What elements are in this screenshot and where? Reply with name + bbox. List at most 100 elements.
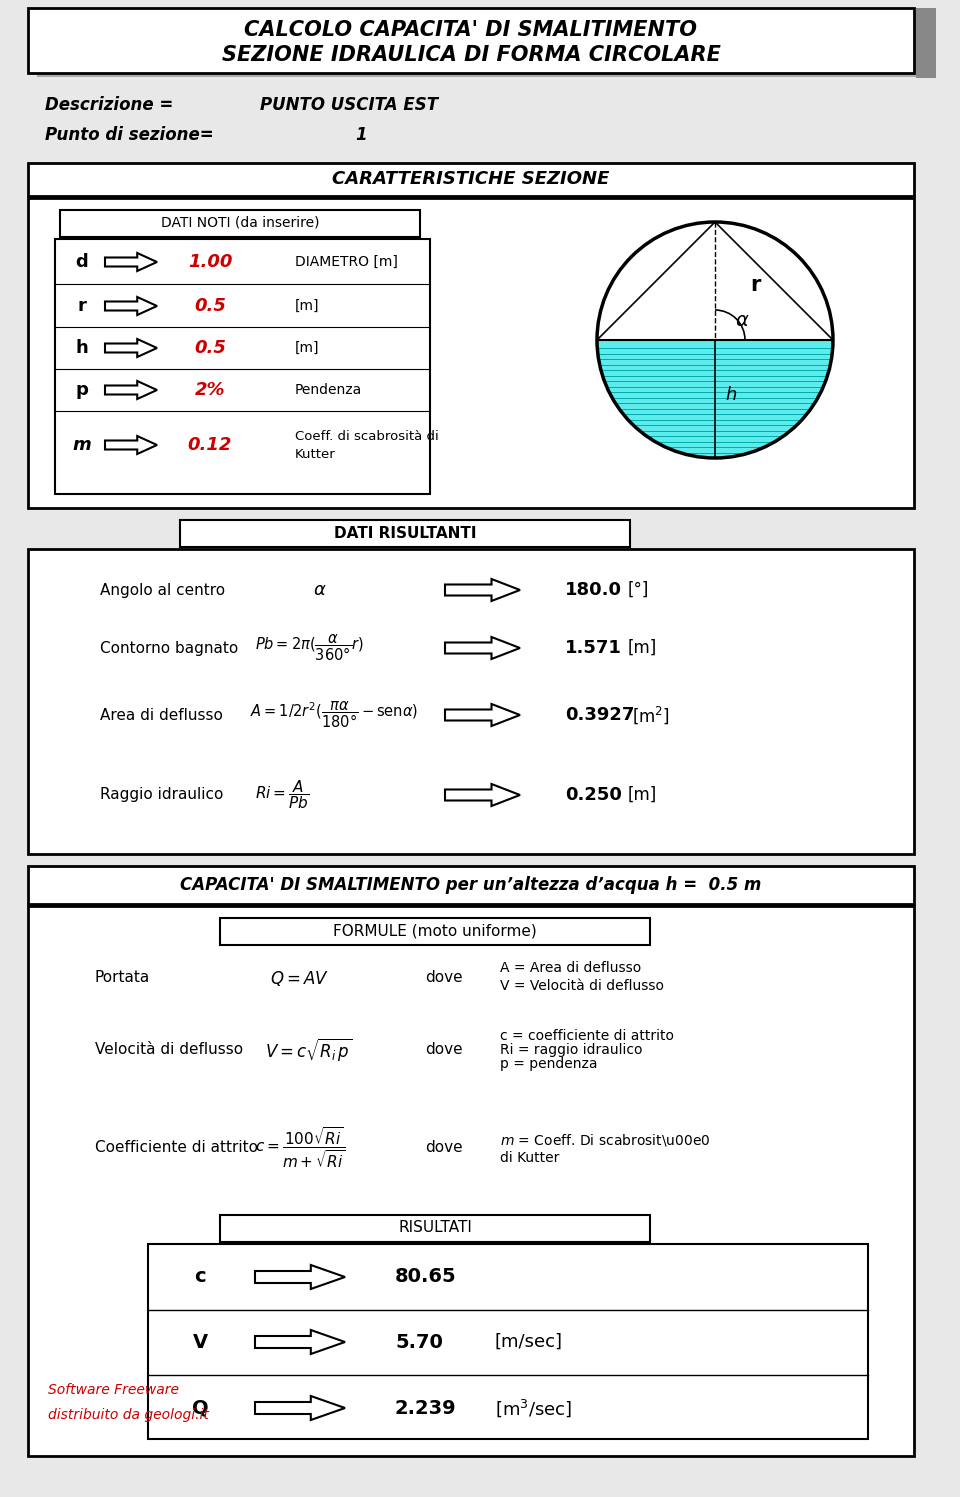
Text: [m]: [m] xyxy=(295,299,320,313)
Text: SEZIONE IDRAULICA DI FORMA CIRCOLARE: SEZIONE IDRAULICA DI FORMA CIRCOLARE xyxy=(222,45,720,64)
Text: dove: dove xyxy=(425,1042,463,1057)
Text: 1: 1 xyxy=(355,126,367,144)
Text: $A = 1/2r^2(\dfrac{\pi\alpha}{180\degree}-\mathrm{sen}\alpha)$: $A = 1/2r^2(\dfrac{\pi\alpha}{180\degree… xyxy=(250,699,419,731)
Text: 1.571: 1.571 xyxy=(565,639,622,657)
Text: DATI RISULTANTI: DATI RISULTANTI xyxy=(334,525,476,540)
Polygon shape xyxy=(105,296,157,314)
Bar xyxy=(55,240,430,494)
Text: 0.12: 0.12 xyxy=(188,436,232,454)
Polygon shape xyxy=(105,338,157,356)
Text: Velocità di deflusso: Velocità di deflusso xyxy=(95,1042,243,1057)
Polygon shape xyxy=(445,784,520,805)
Text: [°]: [°] xyxy=(628,581,649,599)
Polygon shape xyxy=(445,579,520,600)
Text: DIAMETRO [m]: DIAMETRO [m] xyxy=(295,254,397,269)
Polygon shape xyxy=(105,253,157,271)
Bar xyxy=(28,163,914,196)
Text: r: r xyxy=(78,296,86,314)
Text: Q: Q xyxy=(192,1398,208,1418)
Text: V: V xyxy=(192,1332,207,1352)
Text: di Kutter: di Kutter xyxy=(500,1151,560,1165)
Text: Punto di sezione=: Punto di sezione= xyxy=(45,126,214,144)
Text: Raggio idraulico: Raggio idraulico xyxy=(100,787,224,802)
Bar xyxy=(148,1244,868,1439)
Text: c: c xyxy=(194,1268,205,1286)
Text: 2.239: 2.239 xyxy=(395,1398,457,1418)
Text: $Ri = \dfrac{A}{Pb}$: $Ri = \dfrac{A}{Pb}$ xyxy=(255,778,309,811)
Polygon shape xyxy=(105,382,157,400)
Text: m: m xyxy=(73,436,91,454)
Bar xyxy=(220,918,650,945)
Text: [m]: [m] xyxy=(628,786,658,804)
Text: Angolo al centro: Angolo al centro xyxy=(100,582,226,597)
Text: $Pb = 2\pi(\dfrac{\alpha}{360\degree}r)$: $Pb = 2\pi(\dfrac{\alpha}{360\degree}r)$ xyxy=(255,633,365,663)
Polygon shape xyxy=(445,638,520,659)
Text: dove: dove xyxy=(425,970,463,985)
Text: 0.5: 0.5 xyxy=(194,296,226,314)
Text: c = coefficiente di attrito: c = coefficiente di attrito xyxy=(500,1028,674,1043)
Text: 1.00: 1.00 xyxy=(188,253,232,271)
Text: $V = c\sqrt{R_i\,p}$: $V = c\sqrt{R_i\,p}$ xyxy=(265,1036,352,1063)
Bar xyxy=(28,906,914,1457)
Polygon shape xyxy=(255,1329,345,1353)
Text: 80.65: 80.65 xyxy=(395,1268,457,1286)
Text: h: h xyxy=(76,338,88,356)
Text: [m$^2$]: [m$^2$] xyxy=(632,704,670,726)
Bar xyxy=(37,12,923,76)
Bar xyxy=(28,865,914,904)
Text: Pendenza: Pendenza xyxy=(295,383,362,397)
Text: 0.3927: 0.3927 xyxy=(565,707,635,725)
Text: $c = \dfrac{100\sqrt{Ri}}{m + \sqrt{Ri}}$: $c = \dfrac{100\sqrt{Ri}}{m + \sqrt{Ri}}… xyxy=(255,1126,346,1171)
Text: h: h xyxy=(725,386,736,404)
Text: DATI NOTI (da inserire): DATI NOTI (da inserire) xyxy=(160,216,320,231)
Text: Software Freeware: Software Freeware xyxy=(48,1383,179,1397)
Bar xyxy=(180,519,630,546)
Text: FORMULE (moto uniforme): FORMULE (moto uniforme) xyxy=(333,924,537,939)
Polygon shape xyxy=(597,340,833,458)
Text: Contorno bagnato: Contorno bagnato xyxy=(100,641,238,656)
Polygon shape xyxy=(255,1397,345,1421)
Text: A = Area di deflusso: A = Area di deflusso xyxy=(500,961,641,975)
Text: p = pendenza: p = pendenza xyxy=(500,1057,597,1070)
Text: Area di deflusso: Area di deflusso xyxy=(100,708,223,723)
Text: $m$ = Coeff. Di scabrosit\u00e0: $m$ = Coeff. Di scabrosit\u00e0 xyxy=(500,1132,710,1148)
Text: CARATTERISTICHE SEZIONE: CARATTERISTICHE SEZIONE xyxy=(332,171,610,189)
Text: 5.70: 5.70 xyxy=(395,1332,443,1352)
Bar xyxy=(28,549,914,853)
Text: d: d xyxy=(76,253,88,271)
Polygon shape xyxy=(255,1265,345,1289)
Bar xyxy=(916,7,936,78)
Text: distribuito da geologi.it: distribuito da geologi.it xyxy=(48,1409,209,1422)
Bar xyxy=(28,7,914,73)
Bar xyxy=(60,210,420,237)
Text: CALCOLO CAPACITA' DI SMALITIMENTO: CALCOLO CAPACITA' DI SMALITIMENTO xyxy=(245,19,698,40)
Text: CAPACITA' DI SMALTIMENTO per un’altezza d’acqua h =  0.5 m: CAPACITA' DI SMALTIMENTO per un’altezza … xyxy=(180,876,761,894)
Text: RISULTATI: RISULTATI xyxy=(398,1220,472,1235)
Text: 0.250: 0.250 xyxy=(565,786,622,804)
Text: 180.0: 180.0 xyxy=(565,581,622,599)
Text: Kutter: Kutter xyxy=(295,448,336,461)
Text: $\alpha$: $\alpha$ xyxy=(313,581,326,599)
Text: $Q = AV$: $Q = AV$ xyxy=(270,969,329,988)
Text: PUNTO USCITA EST: PUNTO USCITA EST xyxy=(260,96,438,114)
Text: 2%: 2% xyxy=(195,382,226,400)
Text: 0.5: 0.5 xyxy=(194,338,226,356)
Text: Descrizione =: Descrizione = xyxy=(45,96,173,114)
Text: r: r xyxy=(750,275,760,295)
Text: dove: dove xyxy=(425,1141,463,1156)
Text: [m$^3$/sec]: [m$^3$/sec] xyxy=(495,1397,572,1419)
Text: [m]: [m] xyxy=(628,639,658,657)
Bar xyxy=(28,198,914,507)
Text: $\alpha$: $\alpha$ xyxy=(735,310,750,329)
Text: V = Velocità di deflusso: V = Velocità di deflusso xyxy=(500,979,664,993)
Text: Coefficiente di attrito: Coefficiente di attrito xyxy=(95,1141,258,1156)
Bar xyxy=(220,1216,650,1243)
Text: [m]: [m] xyxy=(295,341,320,355)
Text: Portata: Portata xyxy=(95,970,151,985)
Polygon shape xyxy=(445,704,520,726)
Text: Coeff. di scabrosità di: Coeff. di scabrosità di xyxy=(295,431,439,443)
Text: p: p xyxy=(76,382,88,400)
Text: [m/sec]: [m/sec] xyxy=(495,1332,563,1350)
Text: Ri = raggio idraulico: Ri = raggio idraulico xyxy=(500,1043,642,1057)
Polygon shape xyxy=(105,436,157,454)
